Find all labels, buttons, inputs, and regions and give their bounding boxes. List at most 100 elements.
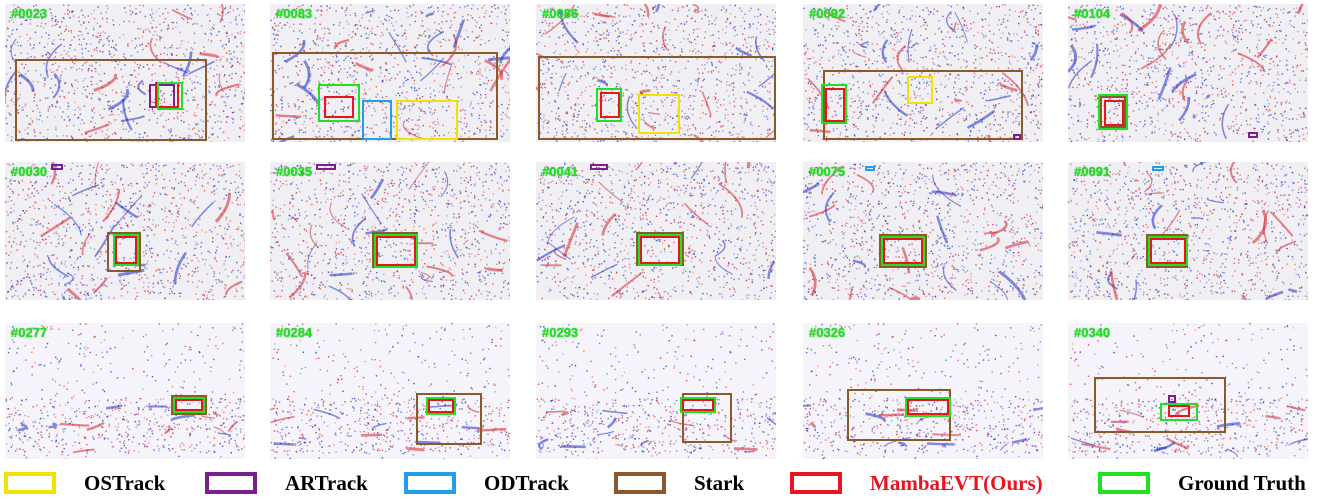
legend-item: ODTrack (404, 470, 569, 496)
frame-panel: #0091 (1068, 162, 1308, 300)
mambaevt-bbox (1168, 405, 1190, 417)
frame-panel: #0340 (1068, 323, 1308, 459)
artrack-bbox (1248, 132, 1258, 138)
stark-bbox (107, 232, 141, 272)
mambaevt-bbox (1104, 100, 1124, 126)
frame-panel: #0086 (536, 4, 776, 142)
legend-item: MambaEVT(Ours) (790, 470, 1043, 496)
legend-swatch (404, 472, 456, 494)
event-frame-image (803, 162, 1043, 300)
event-frame-image (536, 4, 776, 142)
mambaevt-bbox (115, 236, 137, 264)
legend-swatch (614, 472, 666, 494)
ostrack-bbox (638, 94, 680, 134)
stark-bbox (538, 56, 776, 140)
frame-number-label: #0284 (276, 325, 313, 340)
event-frame-image (1068, 4, 1308, 142)
frame-number-label: #0091 (1074, 164, 1111, 179)
ground-truth-bbox (318, 84, 360, 122)
frame-number-label: #0086 (542, 6, 579, 21)
ground-truth-bbox (374, 234, 418, 268)
ground-truth-bbox (638, 234, 682, 266)
ground-truth-bbox (113, 234, 139, 266)
mambaevt-bbox (175, 399, 203, 411)
frame-number-label: #0293 (542, 325, 579, 340)
mambaevt-bbox (428, 399, 454, 413)
stark-bbox (682, 393, 732, 443)
event-frame-image (1068, 323, 1308, 459)
frame-panel: #0041 (536, 162, 776, 300)
ground-truth-bbox (821, 84, 847, 124)
event-frame-image (536, 323, 776, 459)
legend-item: Stark (614, 470, 744, 496)
frame-number-label: #0075 (809, 164, 846, 179)
frame-panel: #0035 (270, 162, 510, 300)
ground-truth-bbox (1160, 403, 1198, 421)
ground-truth-bbox (173, 397, 205, 413)
mambaevt-bbox (907, 399, 949, 415)
event-frame-image (270, 323, 510, 459)
legend-label: Stark (694, 470, 745, 495)
legend-swatch (205, 472, 257, 494)
artrack-bbox (51, 164, 63, 170)
legend-label: MambaEVT(Ours) (870, 470, 1043, 495)
mambaevt-bbox (600, 92, 620, 118)
ground-truth-bbox (1098, 94, 1128, 130)
event-frame-image (5, 162, 245, 300)
stark-bbox (1094, 377, 1226, 433)
artrack-bbox (590, 164, 608, 170)
ground-truth-bbox (596, 88, 622, 122)
ground-truth-bbox (680, 397, 716, 413)
frame-number-label: #0083 (276, 6, 313, 21)
frame-number-label: #0041 (542, 164, 579, 179)
ground-truth-bbox (157, 82, 183, 110)
stark-bbox (1100, 96, 1126, 128)
frame-number-label: #0030 (11, 164, 48, 179)
legend-swatch (1098, 472, 1150, 494)
event-frame-image (803, 323, 1043, 459)
ground-truth-bbox (881, 236, 925, 266)
legend-item: OSTrack (4, 470, 165, 496)
frame-number-label: #0023 (11, 6, 48, 21)
event-frame-image (5, 323, 245, 459)
frame-number-label: #0035 (276, 164, 313, 179)
mambaevt-bbox (682, 399, 714, 411)
frame-panel: #0104 (1068, 4, 1308, 142)
stark-bbox (879, 234, 927, 268)
frame-panel: #0284 (270, 323, 510, 459)
legend-item: Ground Truth (1098, 470, 1306, 496)
event-frame-image (270, 162, 510, 300)
event-frame-image (536, 162, 776, 300)
frame-panel: #0023 (5, 4, 245, 142)
stark-bbox (15, 59, 207, 141)
frame-number-label: #0277 (11, 325, 48, 340)
legend-label: Ground Truth (1178, 470, 1306, 495)
mambaevt-bbox (324, 96, 354, 118)
ground-truth-bbox (426, 397, 456, 415)
legend-swatch (790, 472, 842, 494)
mambaevt-bbox (376, 236, 416, 266)
odtrack-bbox (1152, 166, 1164, 171)
frame-panel: #0075 (803, 162, 1043, 300)
ground-truth-bbox (1148, 236, 1188, 266)
artrack-bbox (1168, 395, 1176, 403)
mambaevt-bbox (883, 238, 923, 264)
frame-panel: #0083 (270, 4, 510, 142)
legend-swatch (4, 472, 56, 494)
frame-panel: #0293 (536, 323, 776, 459)
ground-truth-bbox (905, 397, 951, 417)
odtrack-bbox (362, 100, 392, 140)
stark-bbox (823, 70, 1023, 140)
stark-bbox (171, 395, 207, 415)
frame-number-label: #0340 (1074, 325, 1111, 340)
frame-panel: #0277 (5, 323, 245, 459)
odtrack-bbox (865, 166, 875, 171)
mambaevt-bbox (640, 236, 680, 264)
legend-label: OSTrack (84, 470, 166, 495)
artrack-bbox (1013, 134, 1021, 140)
frame-number-label: #0326 (809, 325, 846, 340)
stark-bbox (416, 393, 482, 445)
mambaevt-bbox (1150, 238, 1186, 264)
legend-item: ARTrack (205, 470, 368, 496)
ostrack-bbox (907, 76, 933, 104)
